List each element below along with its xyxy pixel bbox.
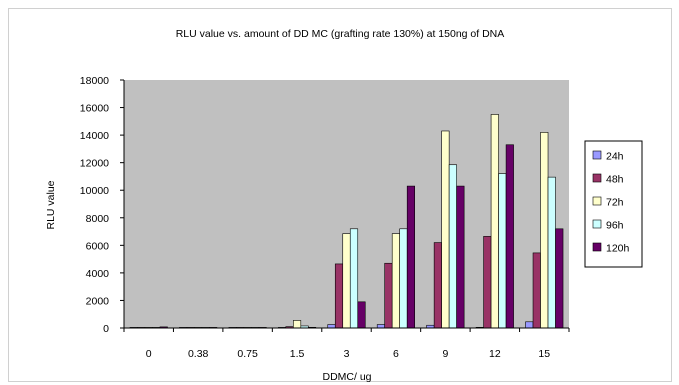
legend-swatch-120h	[592, 242, 602, 252]
x-axis-label: DDMC/ ug	[322, 371, 371, 383]
y-axis-label: RLU value	[45, 180, 57, 229]
y-tick-label: 0	[103, 323, 109, 335]
bar-96h-12	[498, 173, 507, 329]
bar-120h-15	[555, 228, 564, 329]
legend-swatch-96h	[592, 219, 602, 229]
bar-120h-3	[357, 301, 366, 329]
legend-swatch-48h	[592, 173, 602, 183]
bar-48h-12	[483, 236, 492, 329]
chart-title: RLU value vs. amount of DD MC (grafting …	[176, 28, 505, 40]
legend-swatch-24h	[592, 150, 602, 160]
legend-label-96h: 96h	[606, 220, 624, 232]
y-tick-label: 2000	[86, 295, 110, 307]
bar-72h-9	[441, 130, 450, 329]
bar-72h-12	[490, 114, 499, 329]
legend: 24h 48h 72h 96h 120h	[584, 140, 643, 268]
x-tick-label: 15	[538, 348, 550, 360]
bar-120h-9	[456, 185, 465, 329]
x-tick-label: 0.75	[237, 348, 258, 360]
legend-label-48h: 48h	[606, 174, 624, 186]
bar-96h-9	[448, 164, 457, 329]
bar-72h-15	[540, 132, 549, 329]
y-tick-label: 16000	[80, 103, 109, 115]
bars-group	[129, 114, 564, 329]
legend-items: 24h 48h 72h 96h 120h	[592, 150, 630, 255]
y-tick-label: 10000	[80, 185, 109, 197]
bar-96h-6	[399, 228, 408, 329]
legend-label-120h: 120h	[606, 243, 630, 255]
bar-72h-1.5	[293, 320, 302, 329]
y-tick-label: 6000	[86, 240, 110, 252]
y-tick-label: 8000	[86, 213, 110, 225]
y-tick-label: 4000	[86, 268, 110, 280]
bar-48h-9	[433, 242, 442, 329]
bar-24h-3	[327, 324, 336, 329]
legend-label-72h: 72h	[606, 197, 624, 209]
y-tick-label: 14000	[80, 130, 109, 142]
x-ticks-group: 0 0.38 0.75 1.5 3 6 9 12 15	[123, 328, 570, 360]
x-tick-label: 6	[393, 348, 399, 360]
bar-96h-15	[547, 176, 556, 329]
bar-120h-12	[505, 144, 514, 329]
x-tick-label: 0	[146, 348, 152, 360]
y-ticks-group: 0 2000 4000 6000 8000 10000 12000 14000 16000 180…	[80, 75, 124, 335]
bar-48h-3	[334, 263, 344, 329]
bar-24h-6	[376, 324, 385, 329]
bar-24h-15	[525, 321, 534, 329]
bar-72h-6	[391, 233, 400, 329]
bar-48h-15	[532, 252, 541, 329]
legend-swatch-72h	[592, 196, 602, 206]
y-tick-label: 18000	[80, 75, 109, 87]
x-tick-label: 12	[489, 348, 501, 360]
legend-label-24h: 24h	[606, 151, 624, 163]
bar-96h-3	[349, 228, 359, 329]
x-tick-label: 1.5	[290, 348, 305, 360]
bar-120h-6	[406, 185, 415, 329]
bar-48h-6	[384, 262, 393, 329]
x-tick-label: 9	[442, 348, 448, 360]
bar-72h-3	[342, 233, 351, 329]
x-tick-label: 0.38	[188, 348, 209, 360]
y-tick-label: 12000	[80, 158, 109, 170]
x-tick-label: 3	[344, 348, 350, 360]
